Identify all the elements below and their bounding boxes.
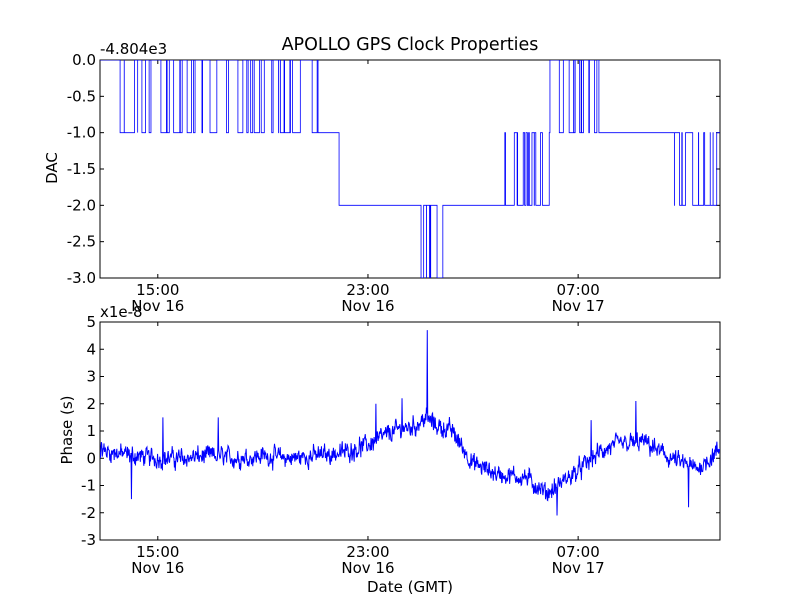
phase-y-tick-labels: 5 4 3 2 1 0 -1 -2 -3	[81, 313, 96, 549]
dac-plot-area	[99, 59, 721, 279]
x-tick-date-label: Nov 17	[552, 297, 605, 315]
phase-y-axis-label: Phase (s)	[58, 395, 76, 464]
y-tick-label: 1	[86, 422, 96, 440]
y-tick-label: -1.5	[67, 160, 96, 178]
x-tick-date-label: Nov 16	[341, 559, 394, 577]
y-tick-label: 0	[86, 449, 96, 467]
series-line-phase	[100, 330, 720, 516]
x-tick-time-label: 23:00	[346, 543, 389, 561]
y-tick-label: 0.0	[72, 51, 96, 69]
x-tick-time-label: 07:00	[557, 543, 600, 561]
y-tick-label: 2	[86, 395, 96, 413]
x-tick-date-label: Nov 16	[341, 297, 394, 315]
x-tick-date-label: Nov 16	[131, 297, 184, 315]
y-tick-label: 4	[86, 340, 96, 358]
y-tick-label: 5	[86, 313, 96, 331]
x-tick-time-label: 07:00	[557, 281, 600, 299]
y-tick-label: -0.5	[67, 87, 96, 105]
y-tick-label: 3	[86, 368, 96, 386]
axes-frame	[99, 59, 721, 279]
y-tick-label: -2.5	[67, 233, 96, 251]
phase-offset-label: x1e-8	[100, 303, 143, 321]
x-axis-label: Date (GMT)	[367, 578, 453, 596]
y-tick-label: -2.0	[67, 196, 96, 214]
chart-title: APOLLO GPS Clock Properties	[282, 35, 539, 55]
y-tick-label: -1	[81, 477, 96, 495]
dac-y-axis-label: DAC	[43, 152, 61, 184]
x-tick-time-label: 15:00	[136, 281, 179, 299]
dac-subplot: APOLLO GPS Clock Properties -4.804e3 DAC…	[43, 35, 721, 315]
series-line-dac	[100, 60, 720, 278]
dac-y-tick-labels: 0.0 -0.5 -1.0 -1.5 -2.0 -2.5 -3.0	[67, 51, 96, 287]
x-tick-time-label: 23:00	[346, 281, 389, 299]
dac-offset-label: -4.804e3	[100, 40, 167, 58]
x-tick-date-label: Nov 17	[552, 559, 605, 577]
phase-subplot: x1e-8 Phase (s) Date (GMT) 543210-1-2-3 …	[58, 303, 721, 596]
x-tick-date-label: Nov 16	[131, 559, 184, 577]
phase-plot-area	[99, 321, 721, 541]
x-tick-time-label: 15:00	[136, 543, 179, 561]
y-tick-label: -3	[81, 531, 96, 549]
y-tick-label: -3.0	[67, 269, 96, 287]
y-tick-label: -1.0	[67, 124, 96, 142]
y-tick-label: -2	[81, 504, 96, 522]
